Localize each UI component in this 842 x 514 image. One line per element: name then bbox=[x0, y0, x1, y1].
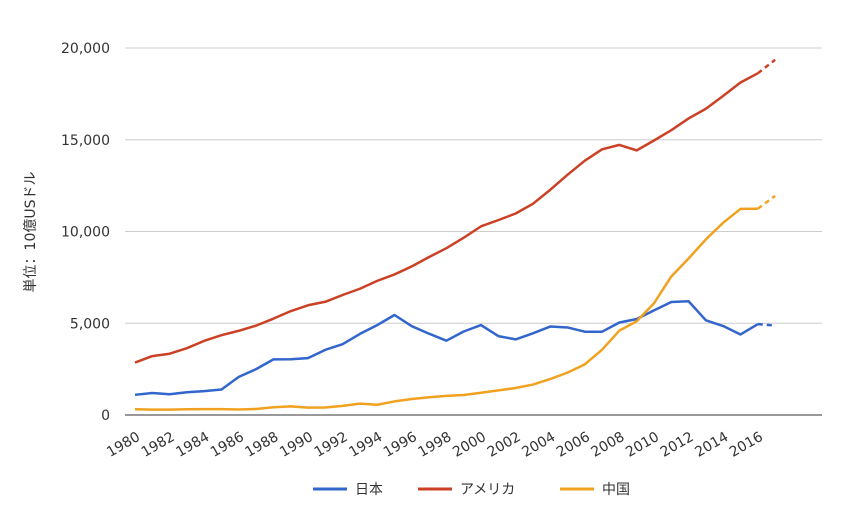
y-tick-label: 5,000 bbox=[70, 316, 110, 332]
legend-label: 日本 bbox=[355, 482, 383, 498]
series-line-projected bbox=[757, 194, 776, 210]
x-axis-ticks: 1980198219841986198819901992199419961998… bbox=[104, 429, 766, 461]
x-tick-label: 1988 bbox=[243, 429, 282, 461]
series-line bbox=[134, 72, 759, 364]
x-tick-label: 1984 bbox=[173, 429, 212, 461]
x-tick-label: 1990 bbox=[277, 429, 316, 461]
series-2 bbox=[134, 194, 776, 411]
y-tick-label: 20,000 bbox=[61, 41, 110, 57]
y-tick-label: 0 bbox=[101, 408, 110, 424]
series-line-projected bbox=[757, 322, 776, 327]
y-tick-label: 10,000 bbox=[61, 225, 110, 241]
x-tick-label: 1992 bbox=[312, 429, 351, 461]
x-tick-label: 2002 bbox=[485, 429, 524, 461]
legend-label: 中国 bbox=[602, 482, 630, 498]
x-tick-label: 2014 bbox=[692, 429, 731, 461]
series-1 bbox=[134, 58, 776, 364]
x-tick-label: 1982 bbox=[139, 429, 178, 461]
x-tick-label: 1998 bbox=[416, 429, 455, 461]
x-tick-label: 1980 bbox=[104, 429, 143, 461]
x-tick-label: 2008 bbox=[589, 429, 628, 461]
series-line bbox=[134, 299, 759, 397]
x-tick-label: 1986 bbox=[208, 429, 247, 461]
x-tick-label: 1996 bbox=[381, 429, 420, 461]
series-lines bbox=[134, 58, 776, 411]
series-0 bbox=[134, 299, 776, 397]
x-tick-label: 1994 bbox=[346, 429, 385, 461]
y-axis-ticks: 0 5,000 10,000 15,000 20,000 bbox=[61, 41, 110, 424]
series-line-projected bbox=[757, 58, 776, 75]
x-tick-label: 2016 bbox=[727, 429, 766, 461]
x-tick-label: 2010 bbox=[623, 429, 662, 461]
series-line bbox=[134, 207, 758, 411]
x-tick-label: 2006 bbox=[554, 429, 593, 461]
x-tick-label: 2000 bbox=[450, 429, 489, 461]
legend: 日本 アメリカ 中国 bbox=[313, 482, 630, 498]
y-axis-label: 単位：10億USドル bbox=[23, 172, 39, 293]
y-tick-label: 15,000 bbox=[61, 133, 110, 149]
x-tick-label: 2004 bbox=[519, 429, 558, 461]
x-tick-label: 2012 bbox=[658, 429, 697, 461]
legend-label: アメリカ bbox=[460, 482, 515, 498]
